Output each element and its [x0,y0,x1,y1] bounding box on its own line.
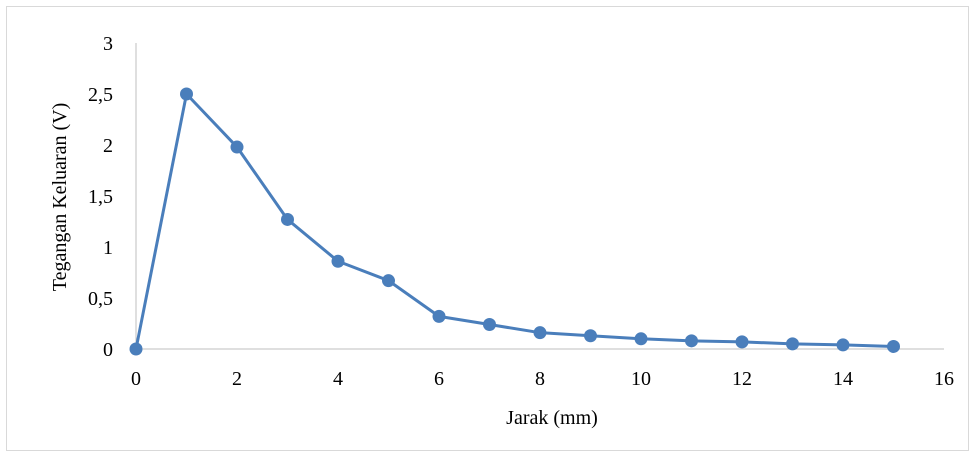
x-tick-labels: 0 2 4 6 8 10 12 14 16 [131,368,954,390]
x-tick-label: 12 [732,368,752,390]
data-point [281,212,294,226]
data-point [786,337,799,351]
data-point [735,335,749,349]
data-point [382,274,395,288]
data-point [483,318,496,332]
data-point [180,87,193,101]
data-point [634,332,648,346]
x-tick-label: 6 [434,368,444,390]
y-tick-label: 2 [103,135,113,157]
y-tick-label: 2,5 [88,84,113,106]
y-tick-labels: 0 0,5 1 1,5 2 2,5 3 [88,33,113,361]
data-point [584,329,597,343]
y-tick-label: 1 [103,237,113,259]
data-point [230,140,244,154]
chart-frame [6,6,969,451]
axes [135,43,944,350]
y-axis-title: Tegangan Keluaran (V) [49,103,71,292]
x-tick-label: 14 [833,368,853,390]
x-tick-label: 8 [535,368,545,390]
x-axis-title: Jarak (mm) [506,407,598,429]
data-point [887,339,900,353]
series-line [134,92,894,350]
data-point [836,338,850,352]
data-point [533,326,547,340]
y-tick-label: 0 [103,339,113,361]
x-tick-label: 2 [232,368,242,390]
y-tick-label: 0,5 [88,288,113,310]
x-tick-label: 16 [934,368,954,390]
data-point [432,309,446,323]
series-layer [129,87,900,356]
x-tick-label: 4 [333,368,343,390]
x-tick-label: 10 [631,368,651,390]
data-point [685,334,698,348]
y-tick-label: 1,5 [88,186,113,208]
y-tick-label: 3 [103,33,113,55]
data-point [331,254,345,268]
x-tick-label: 0 [131,368,141,390]
data-point [129,342,143,356]
